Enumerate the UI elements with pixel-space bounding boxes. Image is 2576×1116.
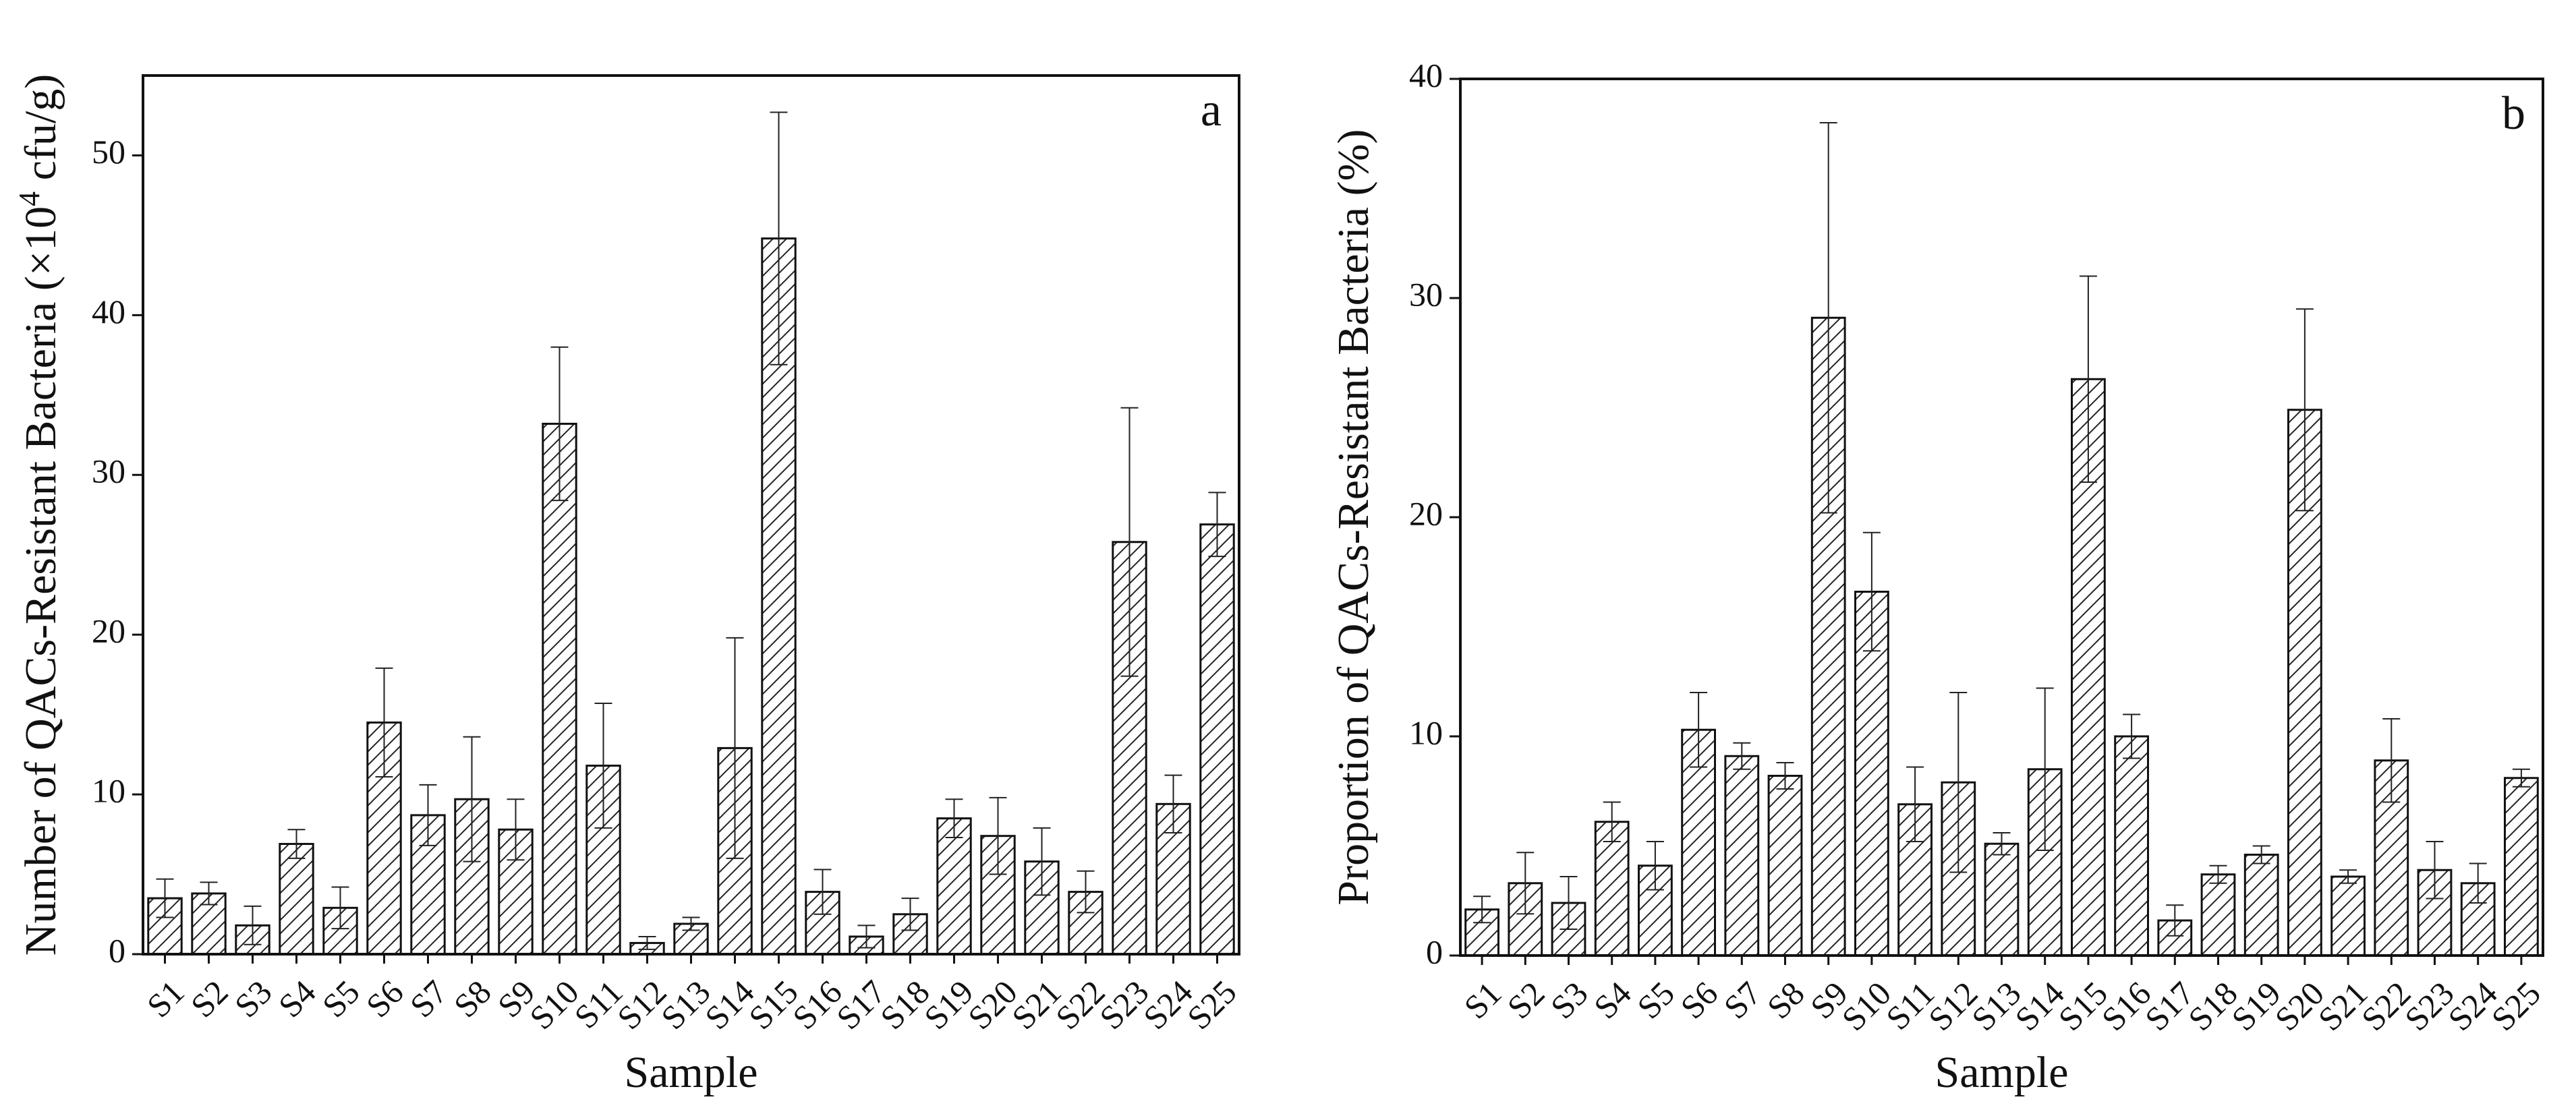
y-tick-label: 0	[109, 931, 125, 969]
y-tick-label: 50	[92, 133, 125, 171]
y-tick-label: 20	[1409, 494, 1443, 532]
y-tick-label: 10	[1409, 713, 1443, 751]
bar	[936, 817, 972, 956]
y-axis-label: Proportion of QACs-Resistant Bacteria (%…	[1329, 129, 1378, 905]
bar	[805, 891, 840, 956]
bar	[1464, 908, 1499, 957]
y-tick-label: 40	[1409, 56, 1443, 94]
x-axis-label: Sample	[1935, 1048, 2069, 1097]
plot-frame	[1459, 78, 2544, 957]
y-tick-label: 30	[92, 452, 125, 490]
x-axis-label: Sample	[625, 1048, 758, 1097]
chart-panel-a: S1S2S3S4S5S6S7S8S9S10S11S12S13S14S15S16S…	[13, 74, 1244, 1097]
bar	[673, 922, 709, 956]
bar	[2200, 873, 2236, 957]
bar	[2504, 777, 2539, 957]
y-tick-label: 20	[92, 612, 125, 650]
plot-frame	[142, 74, 1240, 956]
y-tick-label: 10	[92, 772, 125, 810]
y-axis-label: Number of QACs-Resistant Bacteria (×104 …	[13, 74, 66, 956]
bar	[542, 422, 577, 956]
x-tick-label: S25	[2484, 974, 2548, 1038]
y-tick-label: 40	[92, 293, 125, 330]
y-tick-label: 30	[1409, 275, 1443, 313]
bar	[1984, 842, 2020, 957]
panel-label: a	[1201, 84, 1222, 136]
bar	[2243, 854, 2279, 957]
bar	[1767, 775, 1803, 957]
panel-label: b	[2502, 88, 2525, 140]
y-tick-label: 0	[1426, 933, 1443, 970]
bar	[1199, 523, 1235, 956]
bar	[279, 843, 314, 956]
bar	[1724, 755, 1760, 957]
chart-panel-b: S1S2S3S4S5S6S7S8S9S10S11S12S13S14S15S16S…	[1329, 56, 2548, 1097]
x-tick-label: S25	[1180, 973, 1244, 1037]
bar	[2330, 875, 2366, 957]
bar	[2114, 735, 2149, 957]
